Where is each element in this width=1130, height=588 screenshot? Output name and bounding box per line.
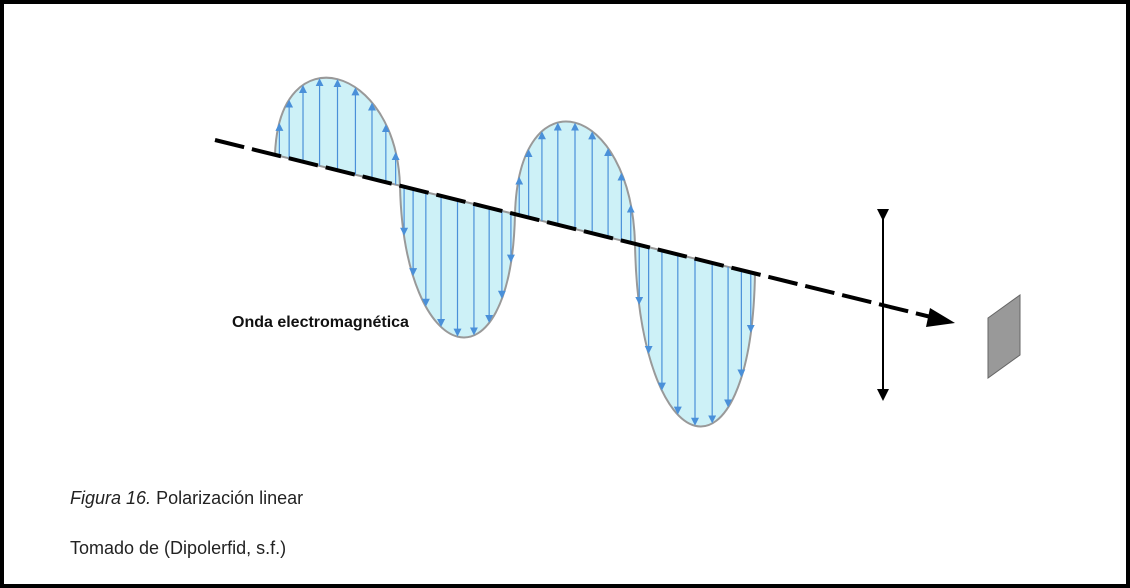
axis-arrowhead [926, 308, 955, 327]
wave-label: Onda electromagnética [232, 314, 409, 331]
polarizer-plate [988, 295, 1020, 378]
diagram: Onda electromagnética [0, 0, 1130, 460]
wave [275, 78, 755, 427]
figure-number: Figura 16. [70, 488, 151, 508]
figure-source: Tomado de (Dipolerfid, s.f.) [70, 538, 286, 559]
page: Onda electromagnética Figura 16. Polariz… [0, 0, 1130, 576]
caption-text: Polarización linear [156, 488, 303, 508]
figure-caption: Figura 16. Polarización linear [70, 488, 303, 509]
